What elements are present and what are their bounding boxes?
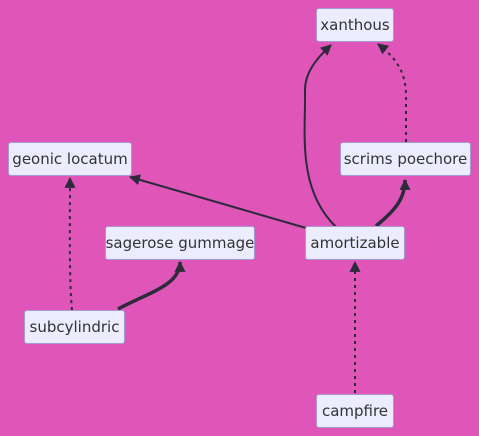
- node-geonic-locatum[interactable]: geonic locatum: [8, 142, 132, 176]
- edge-subcylindric-geonic-locatum: [64, 176, 76, 311]
- node-campfire[interactable]: campfire: [316, 394, 394, 428]
- node-xanthous[interactable]: xanthous: [316, 8, 394, 42]
- edge-scrims-poechore-xanthous: [377, 43, 407, 142]
- node-sagerose-gummage[interactable]: sagerose gummage: [105, 226, 255, 260]
- node-amortizable[interactable]: amortizable: [305, 226, 405, 260]
- edge-subcylindric-sagerose-gummage: [117, 260, 186, 311]
- node-subcylindric[interactable]: subcylindric: [24, 310, 125, 344]
- edge-amortizable-scrims-poechore: [374, 178, 411, 228]
- edge-amortizable-geonic-locatum: [128, 174, 307, 229]
- node-scrims-poechore[interactable]: scrims poechore: [340, 142, 471, 176]
- edge-amortizable-xanthous: [303, 44, 337, 228]
